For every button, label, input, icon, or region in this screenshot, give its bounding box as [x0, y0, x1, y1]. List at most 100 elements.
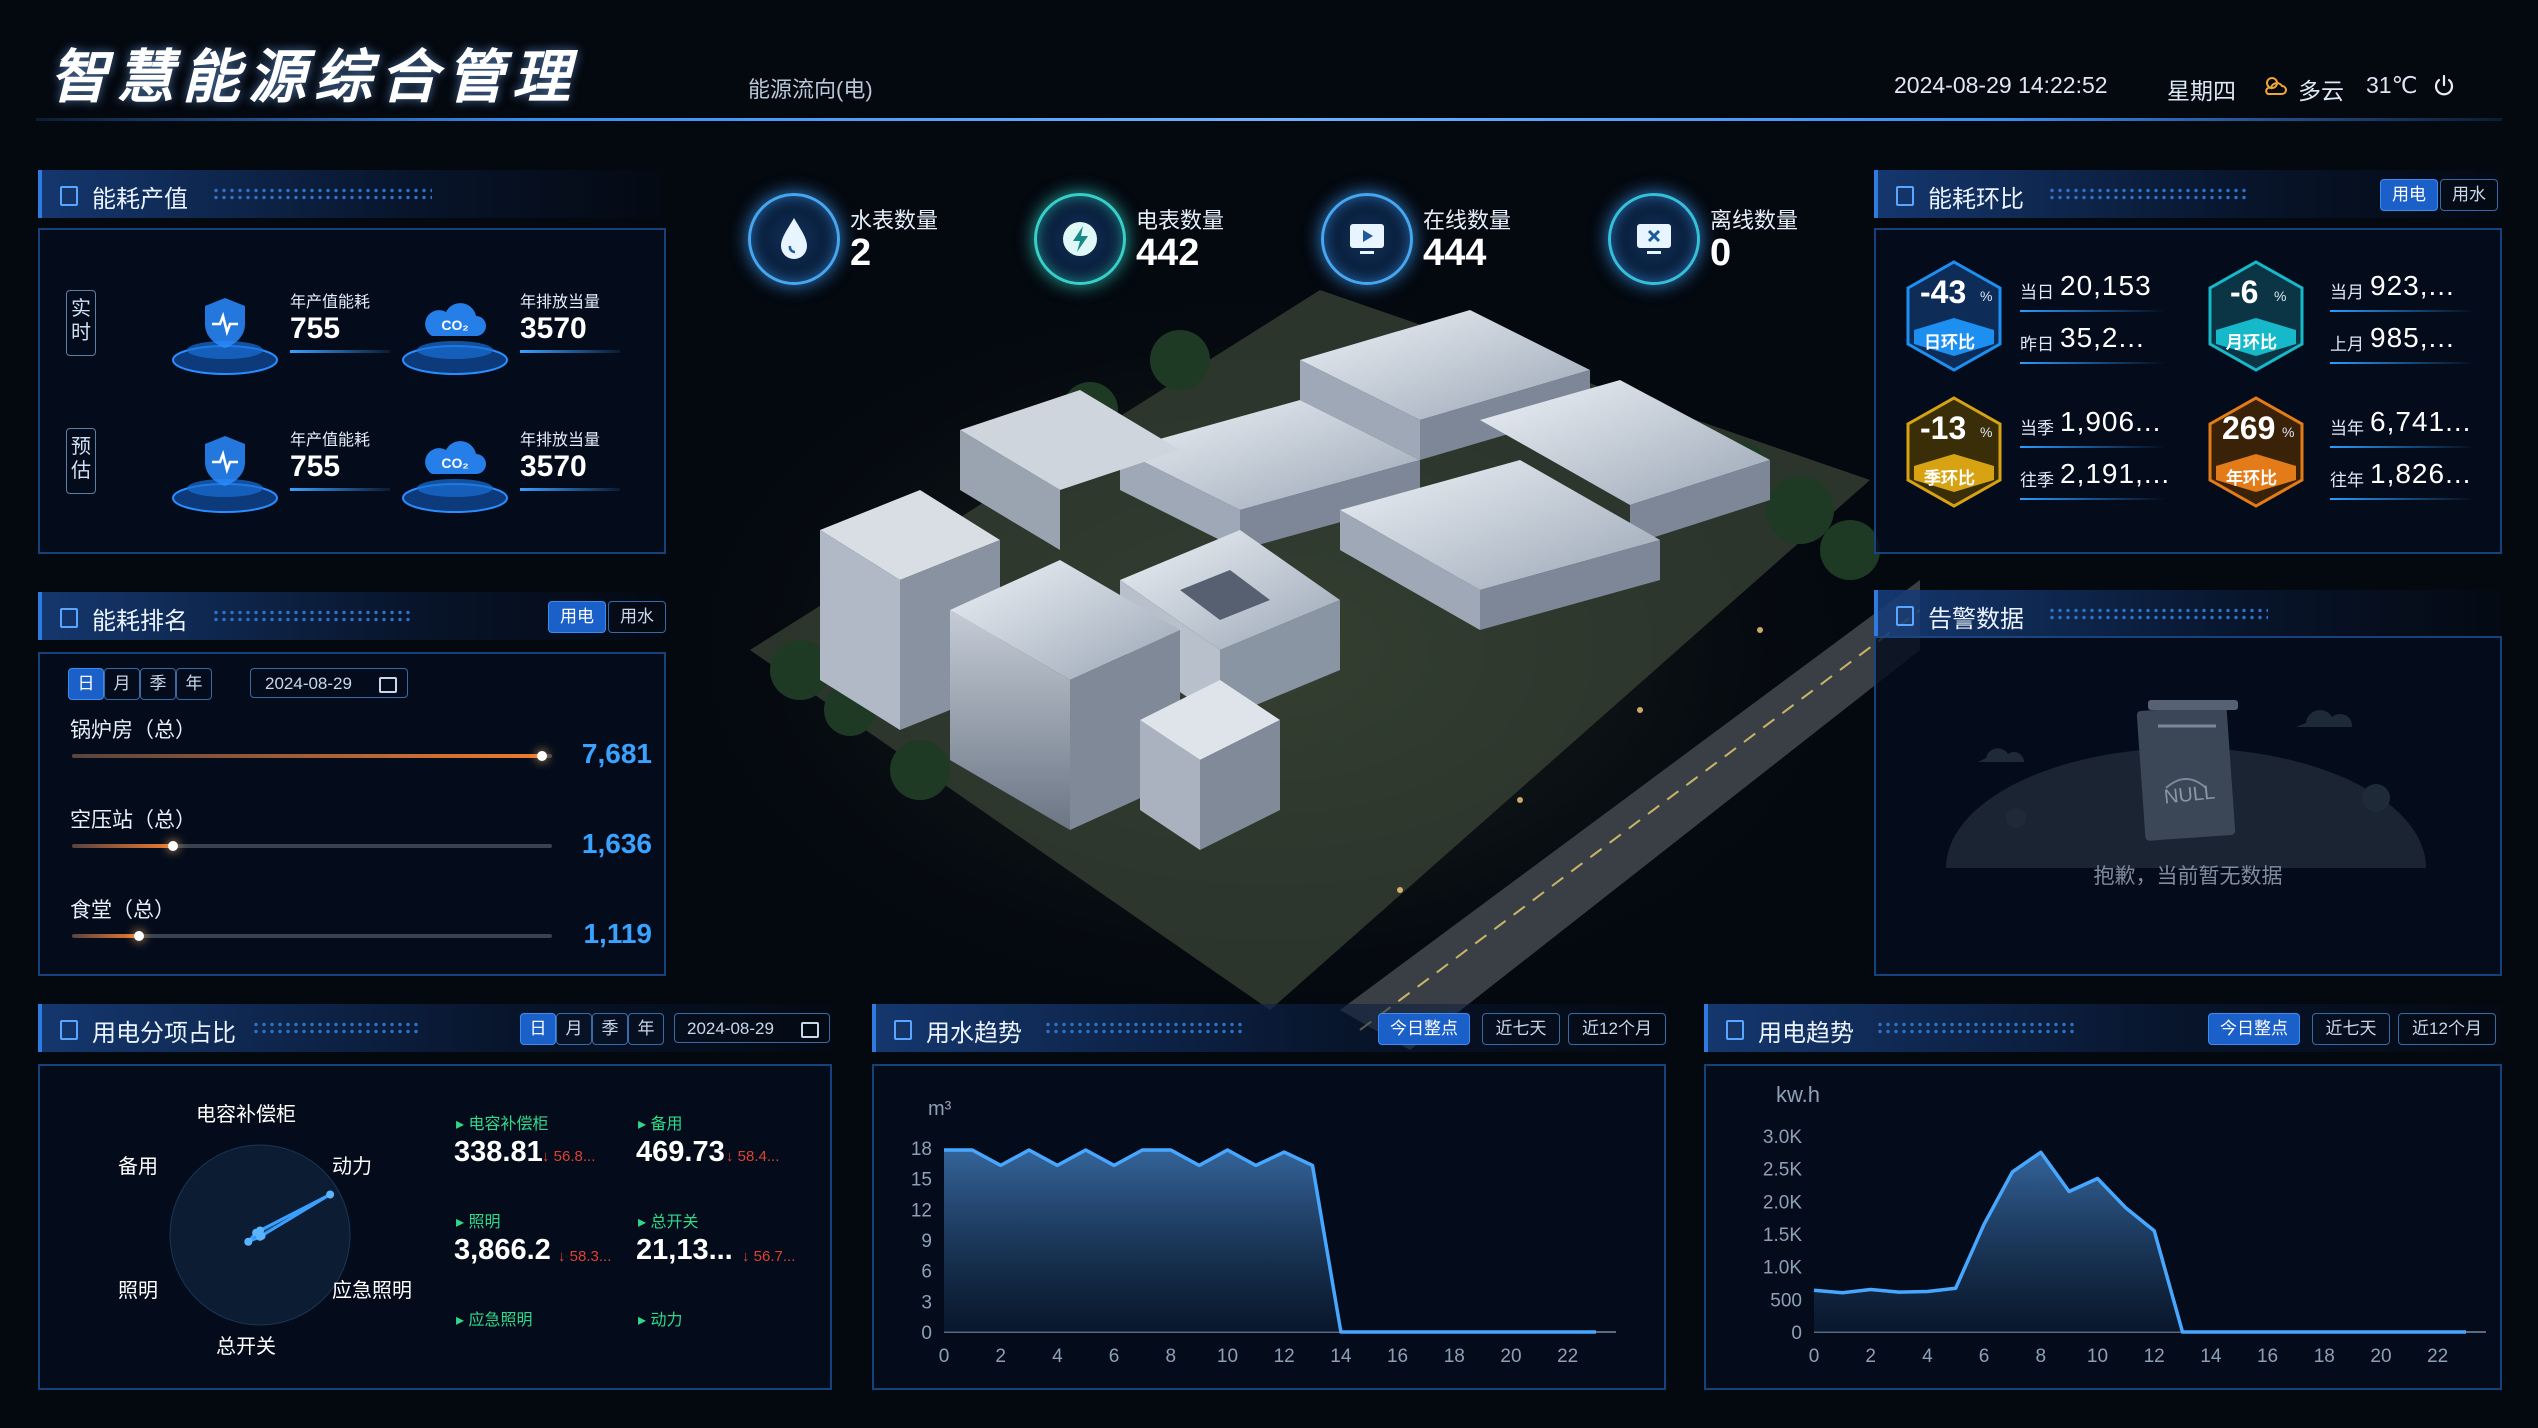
x-tick-label: 6: [1109, 1346, 1120, 1367]
item-value: 469.73: [636, 1136, 725, 1168]
tab-today-hourly[interactable]: 今日整点: [2208, 1013, 2300, 1045]
metric-label: 年产值能耗: [290, 432, 371, 449]
period-quarter[interactable]: 季: [140, 668, 176, 700]
date-value: 2024-08-29: [687, 1019, 774, 1038]
item-label-text: 备用: [650, 1116, 683, 1133]
ranking-track: [72, 844, 552, 848]
previous-value: 1,826...: [2370, 458, 2472, 489]
radar-label: 动力: [332, 1156, 372, 1178]
ranking-bar-marker: [134, 931, 144, 941]
panel-icon: [1896, 186, 1914, 206]
day-ratio-hexagon: [1906, 260, 2002, 372]
svg-text:CO₂: CO₂: [441, 455, 468, 471]
tab-last-12-months[interactable]: 近12个月: [2398, 1013, 2496, 1045]
x-tick-label: 12: [1274, 1346, 1295, 1367]
panel-title: 能耗环比: [1928, 186, 2024, 213]
panel-title: 用电趋势: [1758, 1020, 1854, 1047]
period-year[interactable]: 年: [628, 1013, 664, 1045]
item-value: 21,13...: [636, 1234, 733, 1266]
empty-state-illustration: [1946, 700, 2426, 868]
y-tick-label: 1.5K: [1763, 1225, 1802, 1246]
metric-label: 年产值能耗: [290, 294, 371, 311]
ratio-tag: 日环比: [1924, 333, 1975, 352]
panel-icon: [894, 1020, 912, 1040]
header-divider: [36, 118, 2502, 121]
realtime-tab[interactable]: 实时: [66, 290, 96, 356]
panel-title: 能耗排名: [92, 608, 188, 635]
x-tick-label: 20: [1500, 1346, 1521, 1367]
period-month[interactable]: 月: [556, 1013, 592, 1045]
toggle-electricity[interactable]: 用电: [548, 601, 606, 633]
toggle-water[interactable]: 用水: [608, 601, 666, 633]
calendar-icon: [379, 677, 397, 693]
metric-underline: [520, 350, 620, 353]
toggle-water[interactable]: 用水: [2440, 179, 2498, 211]
series-line: [1813, 1150, 2466, 1334]
metric-underline: [290, 350, 390, 353]
x-tick-label: 18: [1444, 1346, 1465, 1367]
x-tick-label: 2: [1865, 1346, 1876, 1367]
current-weekday: 星期四: [2167, 78, 2236, 104]
ranking-name: 锅炉房（总）: [70, 719, 196, 742]
radar-label: 备用: [118, 1156, 158, 1178]
metric-underline: [290, 488, 390, 491]
kpi-label: 离线数量: [1710, 208, 1799, 233]
estimate-tab[interactable]: 预估: [66, 428, 96, 494]
x-tick-label: 14: [2200, 1346, 2222, 1367]
previous-value: 985,...: [2370, 322, 2455, 353]
year-ratio-hexagon: [2208, 396, 2304, 508]
y-tick-label: 2.5K: [1763, 1160, 1802, 1181]
x-tick-label: 12: [2144, 1346, 2165, 1367]
period-month[interactable]: 月: [104, 668, 140, 700]
header-decoration: [2048, 607, 2268, 621]
x-tick-label: 0: [939, 1346, 950, 1367]
value-underline: [2020, 362, 2165, 364]
month-ratio-hexagon: [2208, 260, 2304, 372]
kpi-value: 442: [1136, 232, 1200, 274]
item-label-text: 应急照明: [468, 1312, 533, 1329]
ranking-bar: [72, 754, 542, 758]
date-picker[interactable]: 2024-08-29: [250, 668, 408, 698]
tab-last-12-months[interactable]: 近12个月: [1568, 1013, 1666, 1045]
tab-last-7-days[interactable]: 近七天: [1482, 1013, 1560, 1045]
period-day[interactable]: 日: [520, 1013, 556, 1045]
item-value: 338.81: [454, 1136, 543, 1168]
period-year[interactable]: 年: [176, 668, 212, 700]
toggle-electricity[interactable]: 用电: [2380, 179, 2438, 211]
ranking-panel: 日 月 季 年 2024-08-29 锅炉房（总） 7,681 空压站（总） 1…: [38, 652, 666, 976]
alarm-panel: NULL 抱歉，当前暂无数据: [1874, 636, 2502, 976]
energy-flow-label[interactable]: 能源流向(电): [748, 77, 873, 102]
period-day[interactable]: 日: [68, 668, 104, 700]
ratio-panel: -43 % 日环比 当日 20,153 昨日 35,2... -6 % 月环比 …: [1874, 228, 2502, 554]
item-label: ▸ 备用: [638, 1116, 683, 1133]
tab-last-7-days[interactable]: 近七天: [2312, 1013, 2390, 1045]
item-delta-text: 56.7...: [753, 1248, 796, 1265]
y-tick-label: 9: [921, 1231, 932, 1252]
period-quarter[interactable]: 季: [592, 1013, 628, 1045]
tab-today-hourly[interactable]: 今日整点: [1378, 1013, 1470, 1045]
ranking-bar: [72, 844, 173, 848]
series-line: [944, 1148, 1596, 1334]
item-label-text: 总开关: [650, 1214, 699, 1231]
svg-text:CO₂: CO₂: [441, 317, 468, 333]
panel-icon: [60, 1020, 78, 1040]
co2-cloud-icon: CO₂: [402, 303, 508, 375]
calendar-icon: [801, 1022, 819, 1038]
item-delta: ↓ 56.7...: [742, 1248, 796, 1265]
kpi-label: 在线数量: [1423, 208, 1512, 233]
date-picker[interactable]: 2024-08-29: [674, 1013, 830, 1043]
water-trend-panel: m³ 0 3 6 9 12 15 18 0 2 4 6 8 10 12 14 16 18 20 22: [872, 1064, 1666, 1390]
power-icon[interactable]: [2432, 74, 2456, 98]
ranking-track: [72, 934, 552, 938]
panel-icon: [1896, 606, 1914, 626]
co2-cloud-icon: CO₂: [402, 441, 508, 513]
current-label: 当季: [2020, 419, 2054, 438]
panel-title: 用电分项占比: [92, 1020, 236, 1047]
item-delta-text: 58.4...: [737, 1148, 780, 1165]
kpi-value: 0: [1710, 232, 1732, 274]
previous-value: 2,191,...: [2060, 458, 2171, 489]
ranking-name: 空压站（总）: [70, 809, 196, 832]
kpi-value: 2: [850, 232, 872, 274]
value-underline: [2330, 498, 2475, 500]
kpi-value: 444: [1423, 232, 1487, 274]
